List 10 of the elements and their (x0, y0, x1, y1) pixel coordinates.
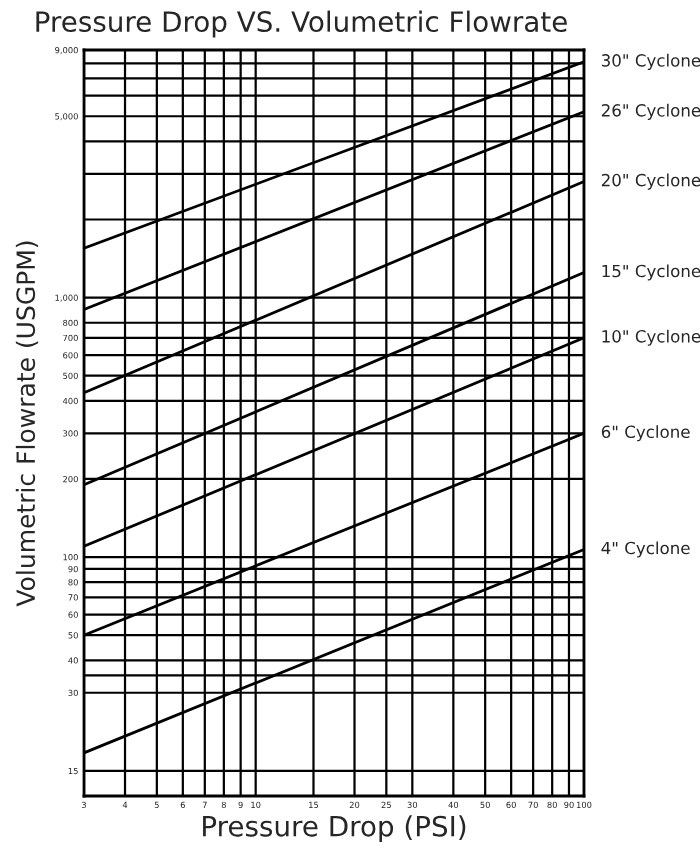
series-label: 26" Cyclone (601, 103, 700, 120)
y-axis-title: Volumetric Flowrate (USGPM) (15, 241, 39, 607)
series-label: 30" Cyclone (601, 53, 700, 70)
chart-title: Pressure Drop VS. Volumetric Flowrate (36, 10, 567, 38)
series-label: 10" Cyclone (602, 329, 700, 346)
series-label: 6" Cyclone (601, 425, 690, 442)
series-label: 15" Cyclone (602, 264, 700, 281)
x-axis-title: Pressure Drop (PSI) (203, 815, 466, 843)
series-label: 20" Cyclone (601, 173, 700, 190)
series-label: 4" Cyclone (601, 541, 690, 558)
